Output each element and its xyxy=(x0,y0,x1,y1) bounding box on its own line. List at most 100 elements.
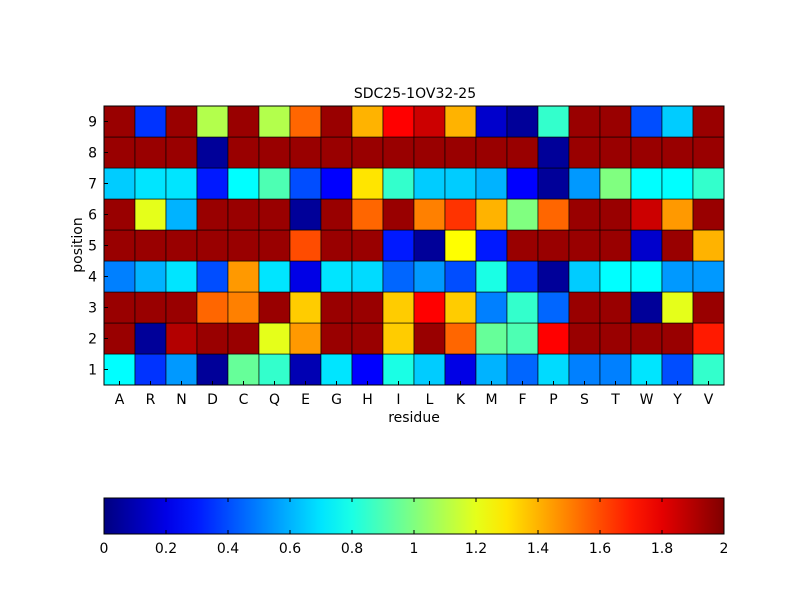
x-tick-label: Q xyxy=(269,392,280,408)
heatmap-cell xyxy=(103,167,136,200)
heatmap-cell xyxy=(537,198,570,231)
y-tick-label: 9 xyxy=(88,115,97,131)
heatmap-cell xyxy=(568,105,601,138)
heatmap-cell xyxy=(661,105,694,138)
heatmap-cell xyxy=(289,229,322,262)
heatmap-cell xyxy=(382,229,415,262)
heatmap-cell xyxy=(382,353,415,386)
heatmap-cell xyxy=(382,260,415,293)
x-axis-label: residue xyxy=(388,410,440,426)
heatmap-cell xyxy=(351,167,384,200)
heatmap-cell xyxy=(382,167,415,200)
heatmap-cell xyxy=(506,229,539,262)
heatmap-cell xyxy=(320,291,353,324)
heatmap-cell xyxy=(692,198,725,231)
colorbar-tick-label: 0.6 xyxy=(279,541,301,557)
heatmap-cell xyxy=(227,260,260,293)
heatmap-cell xyxy=(661,291,694,324)
heatmap-cell xyxy=(351,105,384,138)
heatmap-cell xyxy=(630,105,663,138)
heatmap-cell xyxy=(351,353,384,386)
heatmap-cell xyxy=(568,260,601,293)
heatmap-cell xyxy=(599,322,632,355)
heatmap-cell xyxy=(258,136,291,169)
heatmap-cell xyxy=(258,260,291,293)
heatmap-cell xyxy=(196,167,229,200)
heatmap-cell xyxy=(227,198,260,231)
heatmap-cell xyxy=(630,229,663,262)
heatmap-cell xyxy=(227,105,260,138)
heatmap-cell xyxy=(475,136,508,169)
heatmap-cell xyxy=(196,136,229,169)
heatmap-cell xyxy=(382,291,415,324)
x-tick-label: V xyxy=(704,392,714,408)
heatmap-cells xyxy=(103,105,725,386)
heatmap-cell xyxy=(599,260,632,293)
heatmap-cell xyxy=(537,136,570,169)
x-tick-label: K xyxy=(456,392,466,408)
x-tick-label: R xyxy=(146,392,156,408)
heatmap-cell xyxy=(537,353,570,386)
heatmap-cell xyxy=(382,322,415,355)
heatmap-cell xyxy=(599,105,632,138)
colorbar-tick-label: 0.2 xyxy=(155,541,177,557)
y-tick-labels: 1 2 3 4 5 6 7 8 9 xyxy=(88,115,108,379)
x-tick-label: H xyxy=(362,392,373,408)
heatmap-cell xyxy=(661,260,694,293)
heatmap-cell xyxy=(382,105,415,138)
heatmap-cell xyxy=(227,353,260,386)
y-tick-label: 4 xyxy=(88,270,97,286)
colorbar-tick-label: 0.4 xyxy=(217,541,239,557)
heatmap-cell xyxy=(599,167,632,200)
heatmap-cell xyxy=(320,353,353,386)
x-tick-label: A xyxy=(115,392,125,408)
heatmap-cell xyxy=(258,167,291,200)
heatmap-cell xyxy=(661,229,694,262)
heatmap-cell xyxy=(568,167,601,200)
heatmap-cell xyxy=(630,260,663,293)
heatmap-cell xyxy=(506,167,539,200)
x-tick-label: E xyxy=(301,392,310,408)
heatmap-cell xyxy=(599,198,632,231)
heatmap-cell xyxy=(630,291,663,324)
y-tick-label: 1 xyxy=(88,363,97,379)
heatmap-cell xyxy=(103,322,136,355)
heatmap-cell xyxy=(103,229,136,262)
heatmap-cell xyxy=(196,291,229,324)
heatmap-cell xyxy=(506,353,539,386)
heatmap-cell xyxy=(630,136,663,169)
heatmap-cell xyxy=(320,260,353,293)
heatmap-cell xyxy=(413,105,446,138)
heatmap-cell xyxy=(227,136,260,169)
heatmap-cell xyxy=(289,167,322,200)
y-axis-label: position xyxy=(70,217,86,272)
heatmap-cell xyxy=(506,322,539,355)
y-tick-label: 3 xyxy=(88,301,97,317)
heatmap-cell xyxy=(134,260,167,293)
heatmap-cell xyxy=(599,136,632,169)
heatmap-cell xyxy=(134,291,167,324)
heatmap-cell xyxy=(196,260,229,293)
heatmap-cell xyxy=(351,229,384,262)
heatmap-cell xyxy=(258,105,291,138)
heatmap-cell xyxy=(630,353,663,386)
heatmap-cell xyxy=(413,322,446,355)
heatmap-cell xyxy=(320,322,353,355)
heatmap-cell xyxy=(320,105,353,138)
heatmap-cell xyxy=(134,136,167,169)
heatmap-cell xyxy=(475,167,508,200)
heatmap-cell xyxy=(227,229,260,262)
heatmap-cell xyxy=(413,291,446,324)
colorbar-tick-label: 0 xyxy=(100,541,109,557)
x-tick-label: P xyxy=(549,392,557,408)
heatmap-cell xyxy=(444,322,477,355)
heatmap-cell xyxy=(568,291,601,324)
colorbar-tick-label: 0.8 xyxy=(341,541,363,557)
heatmap-cell xyxy=(506,105,539,138)
colorbar xyxy=(103,497,725,535)
heatmap-cell xyxy=(134,167,167,200)
heatmap-cell xyxy=(351,260,384,293)
heatmap-cell xyxy=(692,291,725,324)
heatmap-cell xyxy=(537,229,570,262)
heatmap-cell xyxy=(134,198,167,231)
